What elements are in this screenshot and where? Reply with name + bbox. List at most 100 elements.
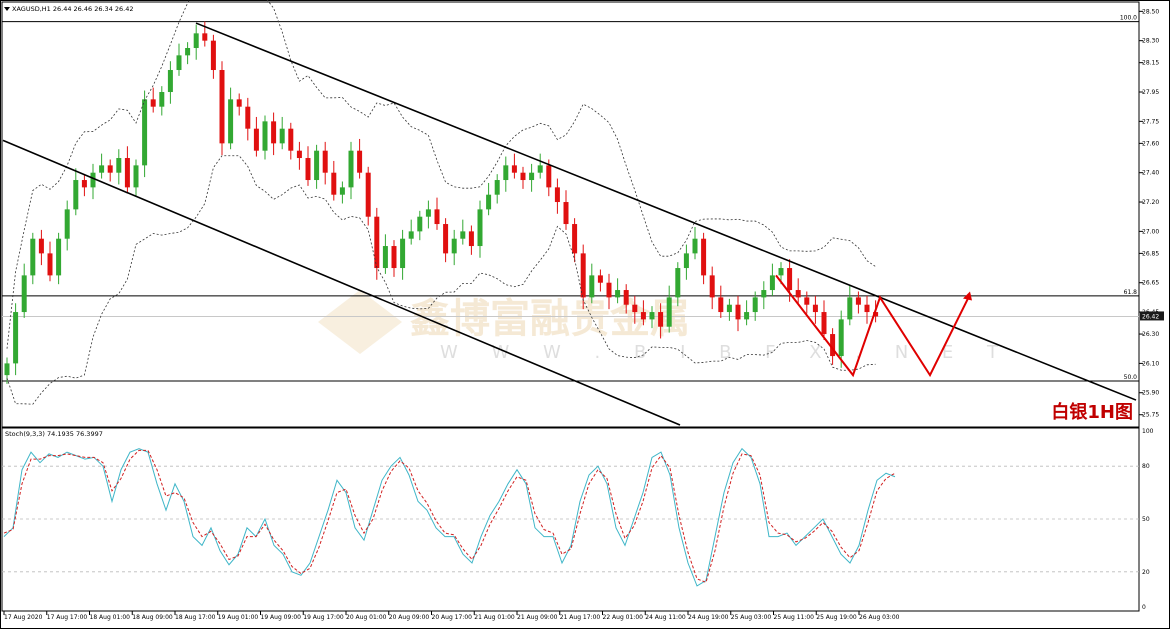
candle-body xyxy=(210,40,216,71)
projection-arrowhead xyxy=(963,291,972,301)
candle-body xyxy=(193,33,199,49)
candle-body xyxy=(606,282,612,298)
candle-body xyxy=(537,165,543,173)
time-axis-label: 26 Aug 03:00 xyxy=(859,614,900,621)
candle-body xyxy=(348,150,354,188)
watermark-text: 鑫博富融贵金属 xyxy=(410,296,690,342)
candle-body xyxy=(675,268,681,298)
price-axis-label: 26.10 xyxy=(1142,360,1159,367)
time-axis-label: 25 Aug 19:00 xyxy=(816,614,857,621)
candle-body xyxy=(116,158,122,173)
candle-body xyxy=(133,165,139,188)
stoch-signal-line xyxy=(3,449,896,584)
candle-body xyxy=(812,304,818,313)
candle-body xyxy=(73,180,79,210)
time-axis-label: 21 Aug 17:00 xyxy=(560,614,601,621)
candle-body xyxy=(107,165,113,173)
candle-body xyxy=(546,165,552,188)
candle-body xyxy=(434,209,440,225)
candle-body xyxy=(752,297,758,313)
price-axis-label: 26.85 xyxy=(1142,250,1159,257)
candle-body xyxy=(683,253,689,269)
projection-path xyxy=(775,274,971,378)
candle-body xyxy=(124,158,130,188)
candle-body xyxy=(417,216,423,232)
price-axis-label: 26.30 xyxy=(1142,331,1159,338)
collapse-arrow-icon[interactable] xyxy=(4,7,10,11)
candle-body xyxy=(623,290,629,305)
candle-body xyxy=(658,312,664,327)
price-layer: 100.0 61.8 50.0 xyxy=(2,0,1139,426)
candle-body xyxy=(81,180,87,188)
time-axis-label: 21 Aug 01:00 xyxy=(474,614,515,621)
candle-body xyxy=(296,150,302,159)
candle-body xyxy=(477,209,483,247)
candle-body xyxy=(503,165,509,181)
candle-body xyxy=(847,297,853,320)
candle-body xyxy=(176,55,182,71)
candle-body xyxy=(451,238,457,254)
candle-body xyxy=(253,128,259,151)
candle-body xyxy=(279,128,285,144)
candle-body xyxy=(262,121,268,151)
candle-body xyxy=(726,304,732,313)
candle-body xyxy=(245,106,251,129)
watermark: 鑫博富融贵金属 W W W . B I B F X . N E T xyxy=(318,290,998,363)
candle-body xyxy=(13,312,19,364)
fib-level-label: 50.0 xyxy=(1124,374,1138,381)
candle-body xyxy=(90,172,96,188)
fib-level-label: 100.0 xyxy=(1120,15,1137,22)
price-axis-label: 27.40 xyxy=(1142,170,1159,177)
time-axis-label: 17 Aug 17:00 xyxy=(47,614,88,621)
price-axis-label: 26.65 xyxy=(1142,280,1159,287)
candle-body xyxy=(56,238,62,276)
time-axis-label: 20 Aug 01:00 xyxy=(346,614,387,621)
candle-body xyxy=(735,304,741,320)
candle-body xyxy=(271,121,277,144)
candle-body xyxy=(529,172,535,181)
candle-body xyxy=(830,334,836,357)
candle-body xyxy=(408,231,414,239)
axis-layer: 28.50 28.30 28.15 27.95 27.75 27.60 27.40 27.20… xyxy=(3,8,1164,621)
candle-body xyxy=(159,92,165,107)
price-axis-label: 28.30 xyxy=(1142,38,1159,45)
candle-body xyxy=(236,99,242,107)
candle-body xyxy=(632,304,638,313)
candle-body xyxy=(649,312,655,320)
candle-body xyxy=(520,172,526,181)
stoch-axis-label: 100 xyxy=(1142,428,1154,435)
candle-body xyxy=(38,238,44,254)
time-axis-label: 18 Aug 17:00 xyxy=(175,614,216,621)
candle-body xyxy=(99,165,105,173)
candle-body xyxy=(288,128,294,151)
candle-body xyxy=(142,99,148,166)
candle-body xyxy=(769,275,775,291)
candle-body xyxy=(640,312,646,320)
stoch-axis-label: 50 xyxy=(1142,516,1150,523)
time-axis-label: 25 Aug 03:00 xyxy=(731,614,772,621)
candle-body xyxy=(314,150,320,181)
candle-body xyxy=(460,231,466,239)
candle-body xyxy=(709,275,715,298)
candle-body xyxy=(761,290,767,298)
price-axis-label: 28.15 xyxy=(1142,60,1159,67)
candle-body xyxy=(21,275,27,313)
candle-body xyxy=(443,224,449,254)
candle-body xyxy=(873,312,879,317)
stoch-layer xyxy=(2,447,1139,587)
candle-body xyxy=(787,268,793,291)
time-axis-label: 20 Aug 17:00 xyxy=(432,614,473,621)
candle-body xyxy=(150,99,156,107)
candle-body xyxy=(468,231,474,247)
candle-body xyxy=(185,48,191,56)
time-axis-label: 24 Aug 19:00 xyxy=(688,614,729,621)
time-axis-label: 18 Aug 09:00 xyxy=(132,614,173,621)
symbol-info: XAGUSD,H1 26.44 26.46 26.34 26.42 xyxy=(12,5,134,13)
price-pane-frame xyxy=(1,1,1140,428)
time-axis-label: 19 Aug 17:00 xyxy=(303,614,344,621)
candle-body xyxy=(47,253,53,276)
watermark-logo-icon xyxy=(318,290,402,354)
time-axis-label: 24 Aug 11:00 xyxy=(645,614,686,621)
time-axis-label: 19 Aug 09:00 xyxy=(261,614,302,621)
candle-body xyxy=(374,216,380,269)
